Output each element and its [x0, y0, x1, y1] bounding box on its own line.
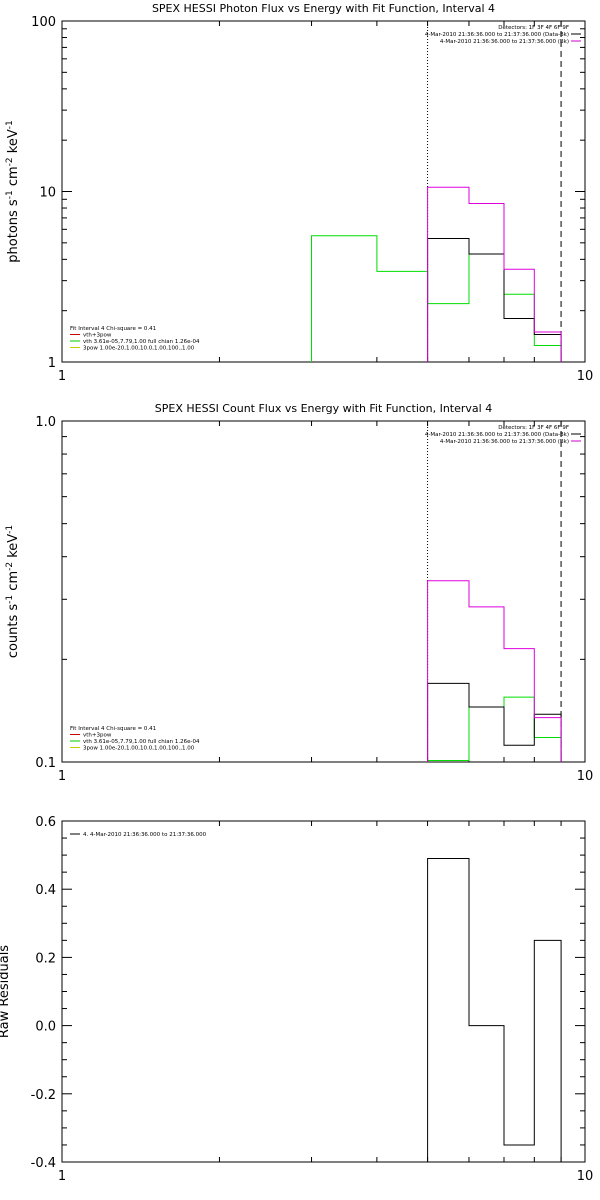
legend-left-text: 4. 4-Mar-2010 21:36:36.000 to 21:37:36.0… — [83, 832, 207, 838]
legend-left-text: 3pow 1.00e-20,1.00,10.0,1.00,100.,1.00 — [83, 346, 195, 352]
x-tick-label: 10 — [577, 769, 594, 784]
y-tick-label: 0.0 — [35, 1020, 56, 1035]
y-tick-label: 0.4 — [35, 883, 56, 898]
legend-right-text: Detectors: 1F 3F 4F 6F 9F — [498, 25, 569, 31]
x-tick-label: 1 — [58, 769, 66, 784]
legend-left-text: vth+3pow — [83, 733, 112, 739]
legend-left-text: vth 3.61e-05,7.79,1.00 full chian 1.26e-… — [83, 739, 200, 745]
y-tick-label: -0.4 — [31, 1156, 56, 1171]
data-series-2 — [427, 580, 562, 762]
y-tick-label: 0.6 — [35, 815, 56, 830]
y-tick-label: 100 — [31, 15, 56, 30]
legend-right-text: 4-Mar-2010 21:36:36.000 to 21:37:36.000 … — [440, 439, 569, 445]
x-tick-label: 10 — [577, 1169, 594, 1184]
data-series-group — [311, 186, 562, 362]
photon-flux-panel: SPEX HESSI Photon Flux vs Energy with Fi… — [5, 2, 593, 384]
x-tick-label: 1 — [58, 1169, 66, 1184]
legend-right-text: Detectors: 1F 3F 4F 6F 9F — [498, 425, 569, 431]
y-axis-label: photons s-1 cm-2 keV-1 — [5, 120, 21, 262]
data-series-0 — [427, 696, 562, 762]
legend-left-text: Fit Interval 4 Chi-square = 0.41 — [70, 726, 156, 732]
plot-frame — [61, 20, 586, 363]
x-tick-label: 10 — [577, 369, 594, 384]
y-tick-label: 1.0 — [35, 415, 56, 430]
y-axis-label: Raw Residuals — [0, 945, 12, 1038]
legend-left-text: vth+3pow — [83, 333, 112, 339]
data-series-1 — [427, 682, 562, 762]
count-flux-panel: SPEX HESSI Count Flux vs Energy with Fit… — [5, 402, 593, 784]
data-series-0 — [427, 858, 562, 1162]
y-tick-label: 1 — [48, 356, 56, 371]
chart-title: SPEX HESSI Photon Flux vs Energy with Fi… — [152, 2, 495, 15]
y-tick-label: 10 — [39, 186, 56, 201]
data-series-2 — [427, 186, 562, 362]
data-series-group — [427, 858, 562, 1162]
y-tick-label: -0.2 — [31, 1088, 56, 1103]
y-tick-label: 0.1 — [35, 756, 56, 771]
residuals-panel: Raw Residuals 1 10 -0.4 -0.2 0.0 0.2 0.4 0.6 4. … — [0, 815, 593, 1184]
legend-right-text: 4-Mar-2010 21:36:36.000 to 21:37:36.000 … — [425, 32, 569, 38]
legend-right-text: 4-Mar-2010 21:36:36.000 to 21:37:36.000 … — [425, 432, 569, 438]
legend-left-text: Fit Interval 4 Chi-square = 0.41 — [70, 326, 156, 332]
legend-right-text: 4-Mar-2010 21:36:36.000 to 21:37:36.000 … — [440, 39, 569, 45]
legend-left-text: vth 3.61e-05,7.79,1.00 full chian 1.26e-… — [83, 339, 200, 345]
legend-left-text: 3pow 1.00e-20,1.00,10.0,1.00,100.,1.00 — [83, 746, 195, 752]
chart-title: SPEX HESSI Count Flux vs Energy with Fit… — [155, 402, 492, 415]
data-series-1 — [427, 238, 562, 362]
data-series-group — [427, 580, 562, 762]
y-tick-label: 0.2 — [35, 951, 56, 966]
plot-frame — [61, 820, 586, 1163]
data-series-0 — [311, 235, 562, 362]
y-axis-label: counts s-1 cm-2 keV-1 — [5, 525, 21, 658]
plot-frame — [61, 420, 586, 763]
x-tick-label: 1 — [58, 369, 66, 384]
